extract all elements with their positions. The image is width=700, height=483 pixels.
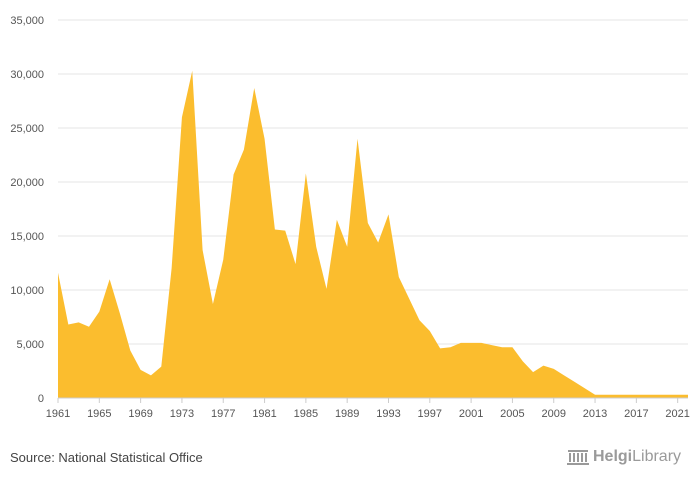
x-tick-label: 2017 [624,408,648,420]
y-tick-label: 15,000 [10,231,44,243]
helgi-library-logo: HelgiLibrary [567,448,681,466]
x-tick-label: 2009 [541,408,565,420]
x-tick-label: 1981 [252,408,276,420]
y-tick-label: 0 [38,393,44,405]
y-tick-label: 25,000 [10,123,44,135]
library-columns-icon [567,450,589,465]
series-area [58,70,688,399]
x-axis-ticks: 1961 1965 1969 1973 1977 1981 1985 1989 1993 1997… [46,398,690,420]
y-tick-label: 20,000 [10,177,44,189]
logo-light: Library [632,448,682,465]
x-tick-label: 2001 [459,408,483,420]
x-tick-label: 2013 [583,408,607,420]
x-tick-label: 1965 [87,408,111,420]
x-tick-label: 1993 [376,408,400,420]
area-series [58,70,688,398]
y-axis-ticks: 0 5,000 10,000 15,000 20,000 25,000 30,000 35,0… [10,15,44,405]
x-tick-label: 1985 [294,408,318,420]
x-tick-label: 2005 [500,408,524,420]
x-tick-label: 1961 [46,408,70,420]
x-tick-label: 1973 [170,408,194,420]
x-tick-label: 1989 [335,408,359,420]
x-tick-label: 1997 [418,408,442,420]
y-tick-label: 35,000 [10,15,44,27]
logo-text: HelgiLibrary [593,448,681,466]
x-tick-label: 2021 [665,408,689,420]
y-tick-label: 10,000 [10,285,44,297]
y-tick-label: 30,000 [10,69,44,81]
logo-bold: Helgi [593,448,633,465]
x-tick-label: 1977 [211,408,235,420]
source-note: Source: National Statistical Office [10,450,203,465]
x-tick-label: 1969 [128,408,152,420]
y-tick-label: 5,000 [16,339,44,351]
chart: 0 5,000 10,000 15,000 20,000 25,000 30,000 35,0… [10,15,690,420]
